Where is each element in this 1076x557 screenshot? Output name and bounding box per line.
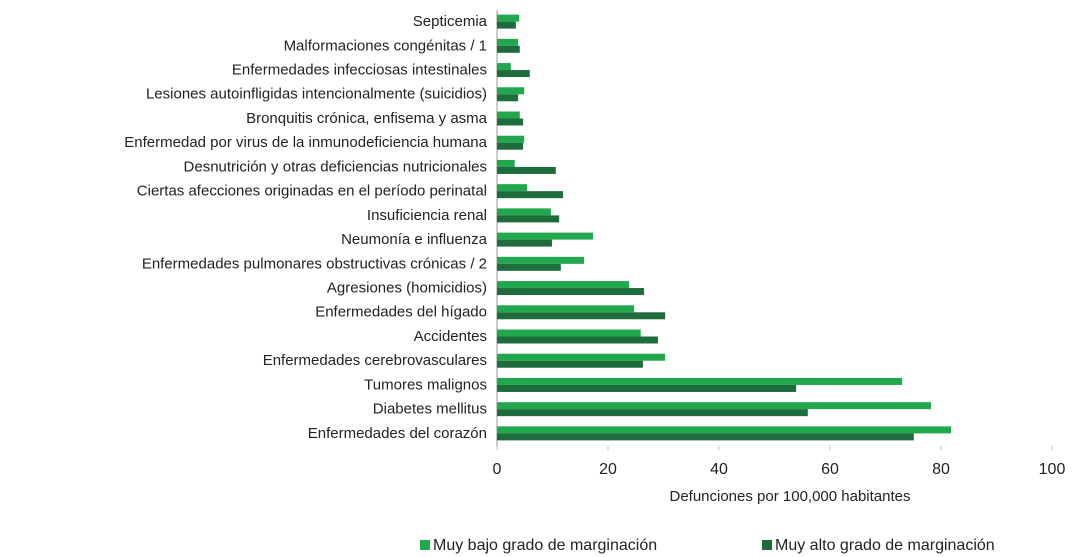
y-tick-label: Enfermedades cerebrovasculares (263, 352, 487, 369)
bar (497, 191, 564, 199)
bar (497, 281, 630, 289)
bar (497, 159, 515, 167)
x-tick-label: 20 (599, 461, 617, 478)
bar (497, 288, 645, 296)
bar (497, 135, 525, 143)
y-tick-label: Diabetes mellitus (373, 401, 487, 418)
bar (497, 208, 551, 216)
bar (497, 384, 797, 392)
bar (497, 94, 519, 102)
legend-label: Muy alto grado de marginación (775, 537, 995, 554)
bar (497, 111, 520, 119)
bar (497, 232, 594, 240)
bar (497, 239, 552, 247)
x-tick-label: 100 (1039, 461, 1066, 478)
bar (497, 312, 666, 320)
y-tick-label: Enfermedad por virus de la inmunodeficie… (124, 134, 487, 151)
bar (497, 426, 951, 434)
x-tick-label: 60 (821, 461, 839, 478)
y-tick-label: Ciertas afecciones originadas en el perí… (137, 183, 487, 200)
y-tick-label: Accidentes (414, 328, 487, 345)
legend-swatch (762, 540, 772, 550)
bar (497, 38, 519, 46)
bar (497, 329, 641, 337)
y-tick-label: Desnutrición y otras deficiencias nutric… (184, 158, 487, 175)
bar (497, 377, 903, 385)
bar (497, 184, 527, 192)
bar (497, 305, 635, 313)
y-tick-label: Enfermedades del corazón (308, 425, 487, 442)
y-tick-label: Enfermedades pulmonares obstructivas cró… (142, 255, 487, 272)
bar (497, 353, 666, 361)
bar (497, 256, 585, 264)
bar (497, 166, 556, 174)
bar (497, 402, 932, 410)
y-tick-label: Insuficiencia renal (367, 207, 487, 224)
y-tick-label: Agresiones (homicidios) (327, 280, 487, 297)
bar (497, 87, 525, 95)
bar (497, 336, 658, 344)
bar (497, 142, 524, 150)
x-tick-label: 80 (932, 461, 950, 478)
bar (497, 433, 914, 441)
y-tick-label: Enfermedades infecciosas intestinales (232, 62, 487, 79)
bar (497, 21, 516, 29)
y-tick-label: Septicemia (413, 13, 488, 30)
y-tick-label: Tumores malignos (364, 376, 487, 393)
y-tick-label: Enfermedades del hígado (315, 304, 487, 321)
bar (497, 14, 520, 22)
bar (497, 360, 643, 368)
x-axis-label: Defunciones por 100,000 habitantes (669, 488, 910, 505)
y-tick-label: Neumonía e influenza (341, 231, 488, 248)
bar (497, 45, 520, 53)
bar (497, 63, 511, 71)
bar (497, 409, 808, 417)
legend-swatch (420, 540, 430, 550)
bar (497, 215, 560, 223)
bar (497, 263, 561, 271)
x-tick-label: 40 (710, 461, 728, 478)
y-tick-label: Malformaciones congénitas / 1 (284, 37, 487, 54)
legend-label: Muy bajo grado de marginación (433, 537, 657, 554)
y-tick-label: Bronquitis crónica, enfisema y asma (246, 110, 488, 127)
bar (497, 118, 524, 126)
y-tick-label: Lesiones autoinfligidas intencionalmente… (146, 86, 487, 103)
x-tick-label: 0 (493, 461, 502, 478)
bar (497, 70, 530, 78)
